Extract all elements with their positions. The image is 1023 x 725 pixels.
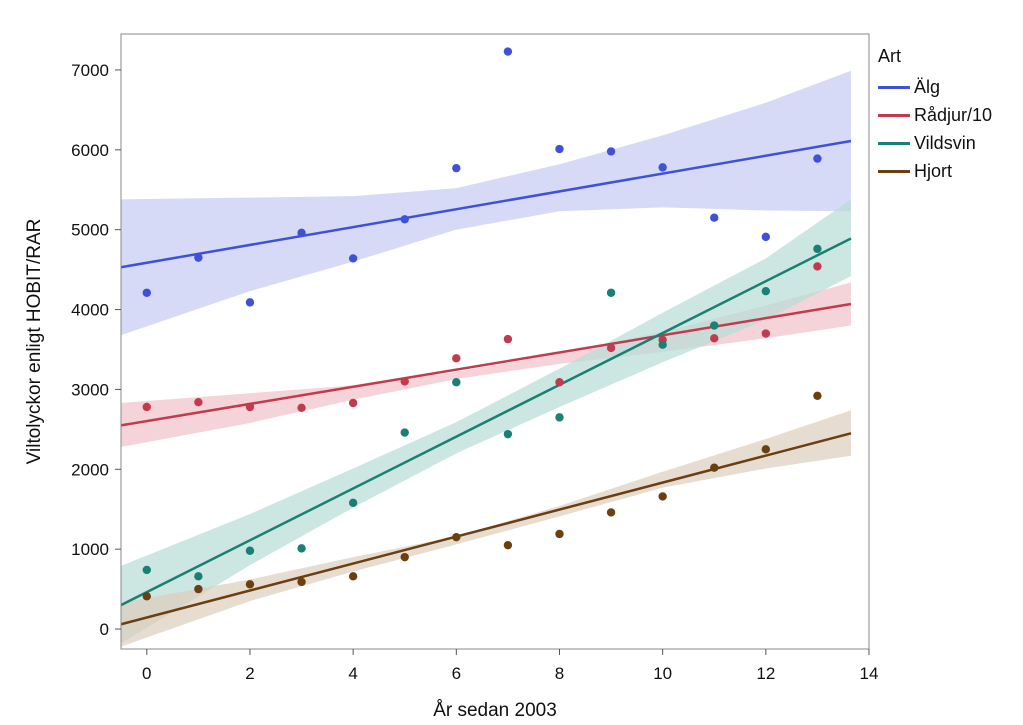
data-point-älg [245, 298, 255, 307]
y-tick-label: 7000 [71, 61, 109, 80]
legend-item-hjort: Hjort [878, 157, 992, 185]
legend-label: Rådjur/10 [914, 104, 993, 125]
data-point-älg [400, 215, 409, 224]
legend-item-älg: Älg [878, 73, 992, 101]
legend: Art Älg Rådjur/10 Vildsvin Hjort [878, 46, 992, 185]
data-point-älg [555, 144, 564, 154]
data-point-hjort [761, 445, 771, 454]
x-tick-label: 8 [555, 664, 564, 683]
x-axis-label: År sedan 2003 [433, 700, 557, 721]
data-point-rådjur-10 [245, 402, 255, 412]
data-point-hjort [606, 508, 616, 517]
x-tick-label: 2 [245, 664, 254, 683]
data-point-rådjur-10 [348, 398, 358, 408]
data-point-älg [606, 147, 616, 156]
fit-line-hjort [120, 432, 852, 626]
x-tick-label: 4 [348, 664, 357, 683]
data-point-älg [503, 47, 513, 56]
legend-label: Älg [914, 76, 941, 97]
data-point-vildsvin [245, 546, 255, 555]
y-tick-label: 4000 [71, 301, 109, 320]
data-point-rådjur-10 [813, 262, 822, 271]
data-point-rådjur-10 [555, 378, 564, 387]
y-tick-label: 5000 [71, 221, 109, 240]
legend-item-vildsvin: Vildsvin [878, 129, 992, 157]
data-point-hjort [348, 572, 358, 581]
data-point-hjort [710, 463, 719, 472]
y-tick-label: 6000 [71, 141, 109, 160]
data-point-hjort [297, 577, 306, 587]
data-point-älg [813, 154, 822, 163]
data-point-älg [658, 163, 667, 172]
data-point-rådjur-10 [503, 334, 513, 344]
y-tick-label: 0 [100, 620, 109, 639]
data-point-vildsvin [297, 544, 306, 553]
data-point-hjort [245, 580, 255, 589]
legend-swatch [878, 113, 910, 117]
data-point-hjort [452, 532, 461, 542]
data-point-rådjur-10 [710, 334, 719, 343]
plot-frame [120, 33, 870, 650]
y-tick-label: 1000 [71, 540, 109, 559]
data-point-rådjur-10 [452, 354, 461, 363]
data-point-vildsvin [606, 288, 616, 297]
data-point-vildsvin [658, 340, 667, 349]
legend-label: Vildsvin [914, 132, 976, 153]
data-point-vildsvin [503, 429, 513, 439]
data-point-rådjur-10 [194, 398, 203, 407]
x-tick-label: 10 [653, 664, 672, 683]
legend-title: Art [878, 46, 902, 66]
data-point-älg [348, 254, 358, 263]
data-point-hjort [658, 492, 667, 501]
data-point-vildsvin [555, 413, 564, 422]
y-tick-label: 2000 [71, 460, 109, 479]
data-point-rådjur-10 [761, 329, 771, 338]
legend-swatch [878, 141, 910, 145]
data-point-hjort [813, 391, 822, 401]
fit-line-vildsvin [120, 237, 852, 607]
data-point-hjort [555, 529, 564, 539]
data-point-älg [142, 288, 151, 297]
legend-swatch [878, 169, 910, 173]
data-point-vildsvin [348, 498, 358, 508]
data-point-älg [194, 253, 203, 262]
x-tick-label: 14 [860, 664, 879, 683]
data-point-vildsvin [813, 244, 822, 254]
x-tick-label: 6 [452, 664, 461, 683]
data-point-älg [452, 163, 461, 173]
data-point-rådjur-10 [400, 377, 409, 386]
legend-label: Hjort [914, 160, 953, 181]
fit-line-rådjur-10 [120, 302, 852, 427]
legend-swatch [878, 85, 910, 89]
data-point-vildsvin [452, 378, 461, 387]
data-point-hjort [194, 584, 203, 594]
data-point-vildsvin [142, 565, 151, 575]
y-axis-label: Viltolyckor enligt HOBIT/RAR [24, 219, 45, 465]
data-point-hjort [503, 540, 513, 550]
data-point-älg [297, 228, 306, 238]
fit-line-älg [120, 139, 852, 269]
data-point-rådjur-10 [142, 402, 151, 412]
data-point-vildsvin [761, 286, 771, 296]
data-point-rådjur-10 [606, 343, 616, 353]
data-point-vildsvin [400, 428, 409, 437]
data-point-älg [761, 232, 771, 242]
data-point-älg [710, 213, 719, 222]
y-tick-label: 3000 [71, 380, 109, 399]
x-tick-label: 12 [756, 664, 775, 683]
data-point-hjort [400, 552, 409, 562]
data-point-vildsvin [194, 572, 203, 581]
data-point-hjort [142, 592, 151, 601]
legend-item-rådjur-10: Rådjur/10 [878, 101, 992, 129]
data-point-vildsvin [710, 321, 719, 330]
x-tick-label: 0 [142, 664, 151, 683]
data-point-rådjur-10 [297, 403, 306, 412]
